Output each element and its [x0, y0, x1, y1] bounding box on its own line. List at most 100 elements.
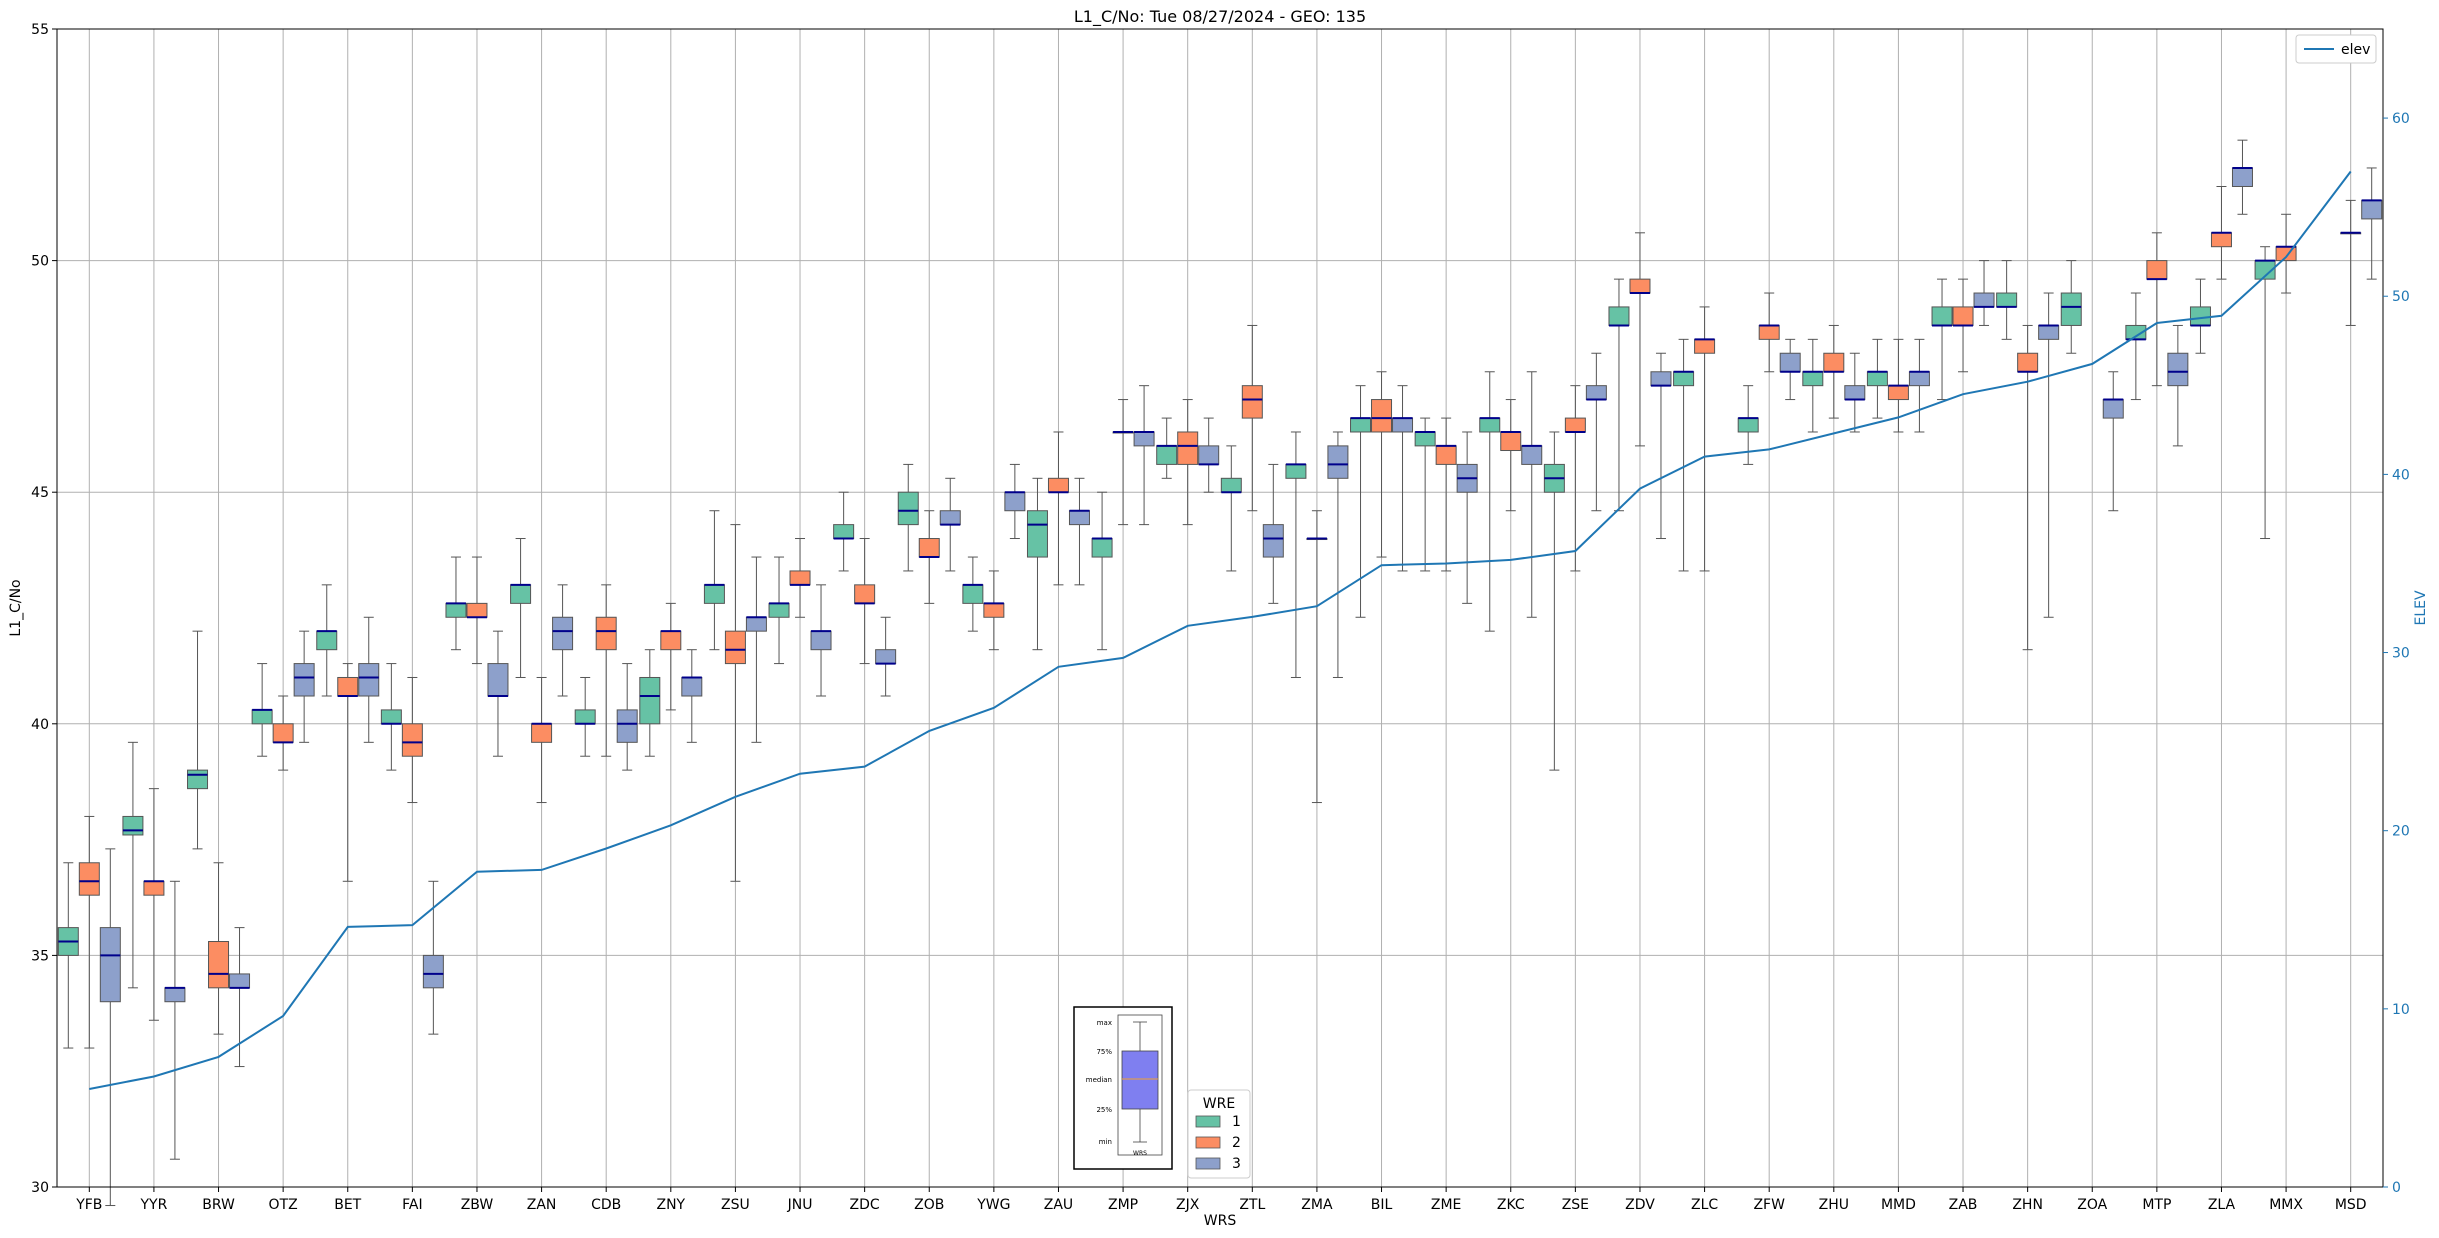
box-wre1-zhu	[1802, 338, 1824, 433]
box-wre2-zkc	[1500, 399, 1522, 512]
box-body	[401, 723, 423, 757]
box-body	[2167, 352, 2189, 387]
box-body	[1866, 371, 1888, 387]
box-body	[1220, 477, 1242, 493]
box-wre1-zme	[1414, 417, 1436, 572]
y-tick-label: 50	[31, 254, 49, 270]
box-body	[2038, 324, 2060, 340]
box-wre2-zlc	[1694, 306, 1716, 572]
grid	[57, 28, 2383, 1188]
box-wre3-ztl	[1262, 463, 1284, 604]
box-wre2-zhn	[2017, 324, 2039, 651]
box-body	[1650, 371, 1672, 387]
x-tick-label: BET	[334, 1197, 361, 1213]
box-body	[358, 663, 380, 697]
x-tick-label: JNU	[787, 1197, 813, 1213]
box-body	[251, 709, 273, 725]
box-wre2-zla	[2210, 185, 2232, 280]
x-tick-label: ZSU	[721, 1197, 750, 1213]
box-body	[1758, 324, 1780, 340]
box-wre3-mmd	[1908, 338, 1930, 433]
wre-legend-label: 1	[1232, 1114, 1241, 1130]
wre-legend-title: WRE	[1203, 1096, 1235, 1112]
box-wre3-zse	[1585, 352, 1607, 512]
box-wre3-bet	[358, 616, 380, 743]
box-wre3-zma	[1327, 431, 1349, 678]
box-wre2-zab	[1952, 278, 1974, 373]
box-body	[1973, 292, 1995, 308]
inset-label-median: median	[1086, 1076, 1112, 1084]
box-body	[745, 616, 767, 632]
box-wre1-cdb	[574, 676, 596, 757]
box-body	[983, 602, 1005, 618]
box-wre1-brw	[187, 630, 209, 850]
box-body	[1887, 385, 1909, 401]
y2-tick-label: 0	[2392, 1180, 2401, 1196]
box-wre2-zob	[918, 510, 940, 604]
plot-frame	[56, 28, 2384, 1188]
elev-line	[89, 170, 2352, 1090]
box-body	[703, 584, 725, 604]
box-body	[1479, 417, 1501, 433]
box-body	[2361, 199, 2383, 220]
inset-label-max: max	[1097, 1019, 1112, 1027]
box-body	[1844, 385, 1866, 401]
box-wre2-zan	[531, 676, 553, 804]
y-tick-label: 30	[31, 1180, 49, 1196]
box-wre1-otz	[251, 663, 273, 757]
box-wre1-mmx	[2254, 246, 2276, 540]
box-wre1-zny	[639, 649, 661, 757]
box-body	[316, 630, 338, 651]
box-wre2-brw	[208, 862, 230, 1035]
y-axis-label: L1_C/No	[8, 579, 24, 636]
box-body	[1823, 352, 1845, 373]
x-tick-label: ZOB	[914, 1197, 944, 1213]
box-body	[1198, 445, 1220, 465]
box-body	[833, 524, 855, 540]
box-wre2-zau	[1047, 431, 1069, 586]
box-wre1-zkc	[1479, 371, 1501, 632]
box-body	[143, 880, 165, 896]
box-body	[1435, 445, 1457, 465]
x-tick-label: MSD	[2335, 1197, 2367, 1213]
box-wre3-zhn	[2038, 292, 2060, 618]
box-wre1-zmp	[1091, 491, 1113, 651]
box-body	[1327, 445, 1349, 479]
box-wre2-fai	[401, 676, 423, 804]
elev-legend: elev	[2295, 34, 2377, 64]
box-body	[1068, 510, 1090, 526]
box-body	[337, 676, 359, 697]
box-body	[962, 584, 984, 604]
x-tick-label: ZOA	[2077, 1197, 2107, 1213]
box-body	[229, 973, 251, 989]
x-tick-label: ZBW	[461, 1197, 494, 1213]
box-wre1-ztl	[1220, 445, 1242, 572]
box-body	[1133, 431, 1155, 447]
x-tick-label: ZLC	[1691, 1197, 1718, 1213]
box-wre3-zla	[2231, 139, 2253, 215]
y2-tick-label: 10	[2392, 1002, 2410, 1018]
y2-tick-label: 20	[2392, 824, 2410, 840]
x-tick-label: BRW	[202, 1197, 235, 1213]
box-wre2-msd	[2340, 199, 2362, 326]
box-body	[487, 663, 509, 697]
box-wre2-yyr	[143, 788, 165, 1021]
box-body	[99, 927, 121, 1003]
box-wre3-msd	[2361, 167, 2383, 280]
inset-label-25: 25%	[1096, 1106, 1112, 1114]
box-body	[1091, 538, 1113, 558]
x-tick-label: ZNY	[656, 1197, 685, 1213]
box-wre2-zsu	[724, 524, 746, 882]
box-wre2-bil	[1371, 371, 1393, 558]
box-body	[1931, 306, 1953, 326]
inset-key: max 75% median 25% min WRS	[1073, 1006, 1173, 1170]
y-tick-label: 35	[31, 948, 49, 964]
box-wre2-zfw	[1758, 292, 1780, 373]
x-tick-label: ZFW	[1753, 1197, 1785, 1213]
box-body	[1414, 431, 1436, 447]
box-body	[1737, 417, 1759, 433]
box-wre3-yfb	[99, 848, 121, 1207]
y2-tick-label: 60	[2392, 111, 2410, 127]
box-wre1-bil	[1350, 385, 1372, 618]
box-wre1-yfb	[57, 862, 79, 1049]
